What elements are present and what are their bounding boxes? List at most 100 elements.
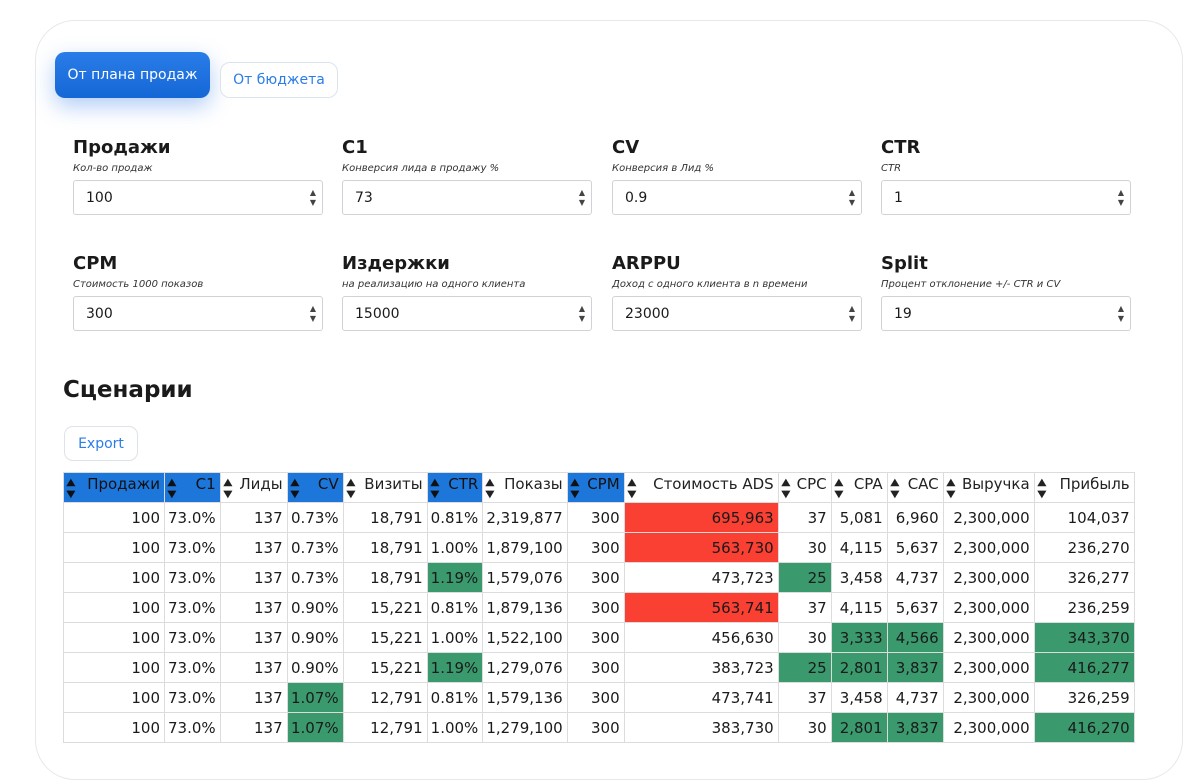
table-cell: 25 xyxy=(777,562,832,593)
field-5: Издержки на реализацию на одного клиента… xyxy=(342,253,592,331)
table-cell: 1.07% xyxy=(286,682,344,713)
number-input[interactable]: 19 ▲ ▼ xyxy=(881,296,1131,331)
sort-icon[interactable]: ▲ ▼ xyxy=(289,476,300,500)
table-cell: 2,300,000 xyxy=(942,562,1035,593)
number-input[interactable]: 73 ▲ ▼ xyxy=(342,180,592,215)
sort-icon[interactable]: ▲ ▼ xyxy=(66,476,76,500)
number-input[interactable]: 1 ▲ ▼ xyxy=(881,180,1131,215)
spinner[interactable]: ▲ ▼ xyxy=(579,304,585,324)
sort-icon[interactable]: ▲ ▼ xyxy=(626,476,637,500)
table-cell: 416,277 xyxy=(1033,652,1135,683)
sort-icon[interactable]: ▲ ▼ xyxy=(1036,476,1047,500)
field-hint: Конверсия лида в продажу % xyxy=(342,163,500,174)
spin-down-icon[interactable]: ▼ xyxy=(578,314,585,323)
sort-icon[interactable]: ▲ ▼ xyxy=(780,476,791,500)
column-header[interactable]: ▲ ▼ CPM xyxy=(566,472,625,503)
column-header[interactable]: ▲ ▼ CPA xyxy=(830,472,888,503)
column-header[interactable]: ▲ ▼ Продажи xyxy=(63,472,165,503)
column-header[interactable]: ▲ ▼ Лиды xyxy=(219,472,288,503)
table-cell: 73.0% xyxy=(164,562,221,593)
tab-budget[interactable]: От бюджета xyxy=(220,62,338,98)
sort-icon[interactable]: ▲ ▼ xyxy=(889,476,900,500)
sort-icon[interactable]: ▲ ▼ xyxy=(345,476,356,500)
spin-down-icon[interactable]: ▼ xyxy=(309,198,316,207)
input-value: 0.9 xyxy=(625,189,648,206)
column-header[interactable]: ▲ ▼ CV xyxy=(286,472,344,503)
spin-down-icon[interactable]: ▼ xyxy=(1117,314,1124,323)
field-6: ARPPU Доход с одного клиента в n времени… xyxy=(612,253,862,331)
table-cell: 0.90% xyxy=(286,592,344,623)
field-1: C1 Конверсия лида в продажу % 73 ▲ ▼ xyxy=(342,137,592,215)
spinner[interactable]: ▲ ▼ xyxy=(1118,304,1124,324)
field-hint: Стоимость 1000 показов xyxy=(73,279,204,290)
spin-up-icon[interactable]: ▲ xyxy=(1117,304,1124,313)
spin-up-icon[interactable]: ▲ xyxy=(848,304,855,313)
sort-icon[interactable]: ▲ ▼ xyxy=(833,476,844,500)
spin-up-icon[interactable]: ▲ xyxy=(578,188,585,197)
number-input[interactable]: 0.9 ▲ ▼ xyxy=(612,180,862,215)
sort-icon[interactable]: ▲ ▼ xyxy=(945,476,956,500)
table-cell: 25 xyxy=(777,652,832,683)
column-header[interactable]: ▲ ▼ Прибыль xyxy=(1033,472,1135,503)
table-cell: 100 xyxy=(63,502,165,533)
spinner[interactable]: ▲ ▼ xyxy=(579,188,585,208)
number-input[interactable]: 15000 ▲ ▼ xyxy=(342,296,592,331)
spin-up-icon[interactable]: ▲ xyxy=(309,188,316,197)
spin-down-icon[interactable]: ▼ xyxy=(578,198,585,207)
table-cell: 1.07% xyxy=(286,712,344,743)
column-header[interactable]: ▲ ▼ Стоимость ADS xyxy=(623,472,779,503)
table-cell: 12,791 xyxy=(342,712,428,743)
export-button[interactable]: Export xyxy=(64,426,138,461)
table-cell: 2,319,877 xyxy=(482,502,568,533)
column-header[interactable]: ▲ ▼ CPC xyxy=(777,472,832,503)
column-header[interactable]: ▲ ▼ CTR xyxy=(426,472,484,503)
sort-icon[interactable]: ▲ ▼ xyxy=(485,476,495,500)
column-header[interactable]: ▲ ▼ Визиты xyxy=(342,472,428,503)
field-hint: Процент отклонение +/- CTR и CV xyxy=(881,279,1061,290)
spinner[interactable]: ▲ ▼ xyxy=(849,188,855,208)
column-header[interactable]: ▲ ▼ Выручка xyxy=(942,472,1035,503)
table-cell: 100 xyxy=(63,622,165,653)
column-header[interactable]: ▲ ▼ CAC xyxy=(886,472,944,503)
table-cell: 0.81% xyxy=(426,592,484,623)
column-header[interactable]: ▲ ▼ C1 xyxy=(164,472,221,503)
table-cell: 1,522,100 xyxy=(482,622,568,653)
sort-icon[interactable]: ▲ ▼ xyxy=(569,476,580,500)
spin-down-icon[interactable]: ▼ xyxy=(1117,198,1124,207)
spin-down-icon[interactable]: ▼ xyxy=(848,198,855,207)
table-cell: 300 xyxy=(566,502,625,533)
sort-icon[interactable]: ▲ ▼ xyxy=(222,476,233,500)
spin-down-icon[interactable]: ▼ xyxy=(309,314,316,323)
table-cell: 2,300,000 xyxy=(942,502,1035,533)
table-cell: 1.00% xyxy=(426,622,484,653)
column-header[interactable]: ▲ ▼ Показы xyxy=(482,472,568,503)
spin-up-icon[interactable]: ▲ xyxy=(848,188,855,197)
spin-down-icon[interactable]: ▼ xyxy=(848,314,855,323)
table-cell: 100 xyxy=(63,712,165,743)
spinner[interactable]: ▲ ▼ xyxy=(310,304,316,324)
spinner[interactable]: ▲ ▼ xyxy=(1118,188,1124,208)
tab-sales-plan[interactable]: От плана продаж xyxy=(55,52,210,98)
table-cell: 0.81% xyxy=(426,682,484,713)
number-input[interactable]: 23000 ▲ ▼ xyxy=(612,296,862,331)
sort-icon[interactable]: ▲ ▼ xyxy=(429,476,440,500)
sort-icon[interactable]: ▲ ▼ xyxy=(167,476,177,500)
table-cell: 1.00% xyxy=(426,712,484,743)
spin-up-icon[interactable]: ▲ xyxy=(309,304,316,313)
table-cell: 4,566 xyxy=(886,622,944,653)
number-input[interactable]: 300 ▲ ▼ xyxy=(73,296,323,331)
spinner[interactable]: ▲ ▼ xyxy=(310,188,316,208)
number-input[interactable]: 100 ▲ ▼ xyxy=(73,180,323,215)
spin-up-icon[interactable]: ▲ xyxy=(578,304,585,313)
table-cell: 1,879,100 xyxy=(482,532,568,563)
table-cell: 137 xyxy=(219,712,288,743)
table-row: 100 73.0% 137 0.73% 18,791 1.00% 1,879,100 300 5… xyxy=(63,532,1135,563)
spinner[interactable]: ▲ ▼ xyxy=(849,304,855,324)
table-cell: 3,458 xyxy=(830,562,888,593)
table-cell: 15,221 xyxy=(342,592,428,623)
spin-up-icon[interactable]: ▲ xyxy=(1117,188,1124,197)
table-cell: 6,960 xyxy=(886,502,944,533)
table-cell: 5,637 xyxy=(886,592,944,623)
table-cell: 30 xyxy=(777,622,832,653)
header-label: CTR xyxy=(448,474,479,493)
